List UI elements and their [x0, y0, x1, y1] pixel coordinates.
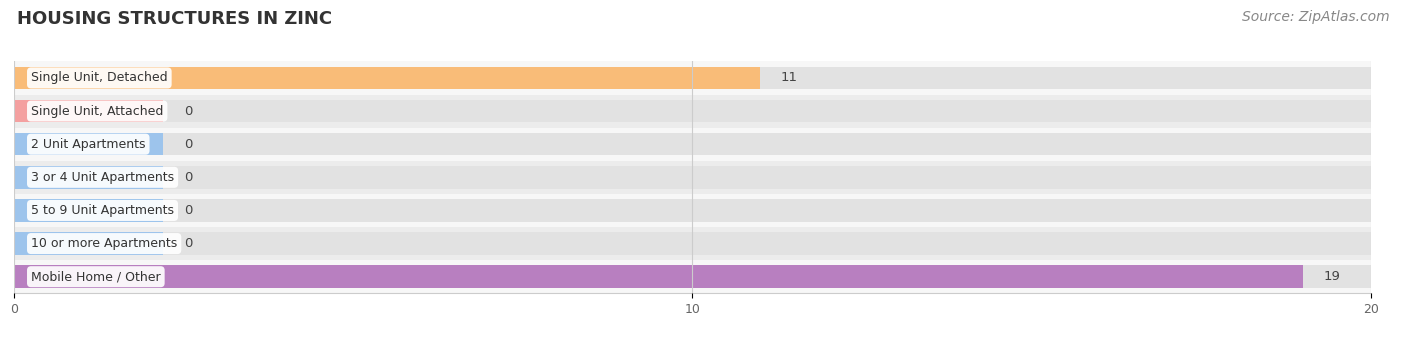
Bar [14, 133, 163, 155]
Bar [14, 227, 1371, 260]
Bar [14, 194, 1371, 227]
Text: 0: 0 [184, 105, 193, 118]
Text: 0: 0 [184, 138, 193, 151]
Bar [14, 100, 1371, 122]
Bar [14, 166, 163, 189]
Bar [14, 265, 1371, 288]
Text: 0: 0 [184, 171, 193, 184]
Text: 0: 0 [184, 237, 193, 250]
Text: Single Unit, Detached: Single Unit, Detached [31, 72, 167, 85]
Bar [14, 260, 1371, 293]
Text: 11: 11 [780, 72, 797, 85]
Bar [14, 100, 163, 122]
Bar [14, 232, 1371, 255]
Bar [14, 61, 1371, 94]
Bar [14, 265, 1303, 288]
Bar [14, 67, 1371, 89]
Text: Mobile Home / Other: Mobile Home / Other [31, 270, 160, 283]
Text: 10 or more Apartments: 10 or more Apartments [31, 237, 177, 250]
Text: 0: 0 [184, 204, 193, 217]
Bar [14, 133, 1371, 155]
Text: 5 to 9 Unit Apartments: 5 to 9 Unit Apartments [31, 204, 174, 217]
Bar [14, 94, 1371, 128]
Text: 2 Unit Apartments: 2 Unit Apartments [31, 138, 145, 151]
Text: 19: 19 [1323, 270, 1340, 283]
Bar [14, 166, 1371, 189]
Bar [14, 199, 1371, 222]
Text: 3 or 4 Unit Apartments: 3 or 4 Unit Apartments [31, 171, 174, 184]
Bar [14, 67, 761, 89]
Bar [14, 232, 163, 255]
Text: HOUSING STRUCTURES IN ZINC: HOUSING STRUCTURES IN ZINC [17, 10, 332, 28]
Bar [14, 161, 1371, 194]
Bar [14, 199, 163, 222]
Text: Single Unit, Attached: Single Unit, Attached [31, 105, 163, 118]
Text: Source: ZipAtlas.com: Source: ZipAtlas.com [1241, 10, 1389, 24]
Bar [14, 128, 1371, 161]
